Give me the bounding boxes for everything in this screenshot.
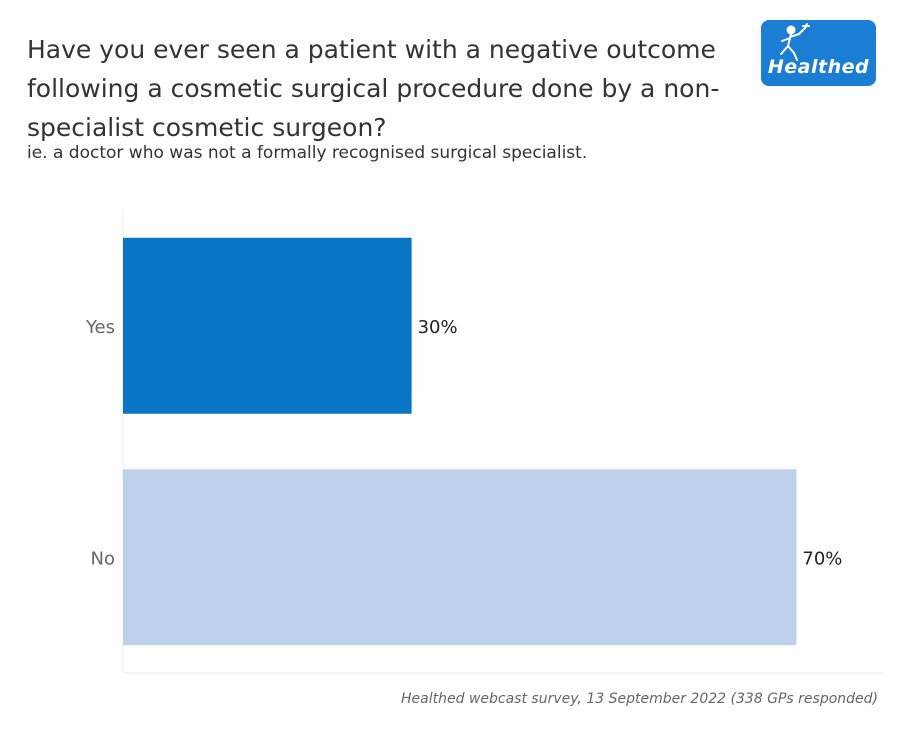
- category-label-no: No: [91, 548, 115, 569]
- healthed-logo: Healthed: [761, 20, 876, 86]
- bar-no: [123, 469, 797, 646]
- source-note: Healthed webcast survey, 13 September 20…: [401, 691, 878, 707]
- page-title: Have you ever seen a patient with a nega…: [27, 35, 720, 142]
- logo-text: Healthed: [767, 56, 870, 78]
- page-subtitle: ie. a doctor who was not a formally reco…: [27, 143, 588, 163]
- bar-yes: [123, 237, 412, 414]
- bar-chart: Yes 30% No 70%: [85, 210, 883, 674]
- category-label-yes: Yes: [85, 317, 115, 338]
- hermes-figure-icon: [780, 23, 810, 61]
- data-label-no: 70%: [802, 548, 842, 569]
- data-label-yes: 30%: [418, 317, 458, 338]
